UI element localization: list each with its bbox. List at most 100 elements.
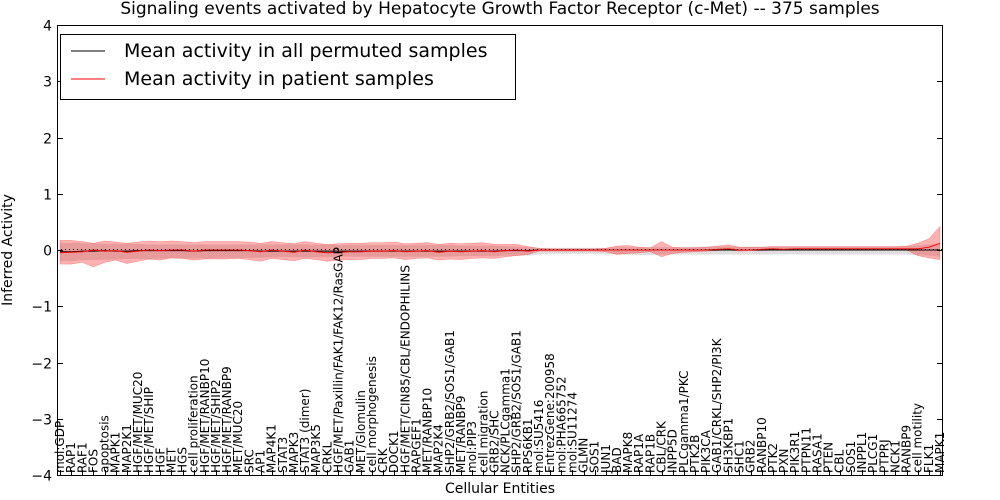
y-tick-label: −2 [31,357,52,373]
x-tick-label: HGF/MET/SHIP [142,387,156,473]
y-tick-label: 0 [43,244,52,260]
x-tick-label: RANBP10 [755,417,769,473]
x-tick-label: SH3KBP1 [721,418,735,473]
x-tick-label: AP1 [254,450,268,473]
x-tick-label: mol:SU5416 [532,400,546,473]
x-tick-label: CBL/CRK [655,420,669,473]
x-tick-label: SRC [242,449,256,473]
x-tick-label: FLK1 [922,444,936,473]
x-tick-label: HGF/MET/RANBP10 [198,359,212,473]
x-tick-label: cell proliferation [187,375,201,473]
x-tick-label: MAP4K1 [265,424,279,473]
y-tick-label: 4 [43,19,52,35]
y-tick-label: −1 [31,300,52,316]
band-patient [59,225,941,268]
x-tick-label: PLCgamma1/PKC [677,370,691,473]
x-tick-label: RAP1 [64,442,78,473]
x-tick-label: GAB1 [343,440,357,473]
x-tick-label: STAT3 [276,437,290,473]
x-tick-label: PIK3R1 [788,431,802,473]
x-tick-label: GRB2/SHC [487,410,501,473]
x-tick-label: HGF/MET/CIN85/CBL/ENDOPHILINS [398,265,412,473]
x-tick-label: SHP2/GRB2/SOS1/GAB1 [443,330,457,473]
x-tick-label: EntrezGene:200958 [543,353,557,473]
x-tick-label: SOS1 [844,441,858,473]
x-tick-label: cell migration [476,391,490,473]
x-tick-label: mol:PIP3 [465,421,479,473]
confidence-bands [59,225,941,268]
series-line-patient [59,242,941,254]
x-tick-label: mol:PHA665752 [554,376,568,473]
x-tick-label: PTPN11 [799,427,813,473]
x-tick-label: cell motility [911,403,925,473]
x-tick-label: MET [164,447,178,473]
x-tick-label: PIK3CA [699,429,713,473]
x-tick-label: RAPGEF1 [410,418,424,473]
x-tick-label: HGS [176,447,190,473]
x-tick-label: HGF/MET/MUC20 [131,372,145,473]
x-tick-label: mol:GDP [53,421,67,473]
legend-label-permuted: Mean activity in all permuted samples [124,40,487,62]
x-tick-label: cell morphogenesis [365,356,379,473]
x-tick-label: MET/Glomulin [354,390,368,473]
x-tick-label: NCK/PLCgamma1 [499,368,513,473]
y-tick-label: 1 [43,188,52,204]
x-tick-label: RAP1A [632,433,646,473]
y-tick-label: −4 [31,469,52,485]
x-tick-label: CRK [376,447,390,473]
x-tick-label: GRB2 [744,439,758,473]
x-tick-label: GAB1/CRKL/SHP2/PI3K [710,337,724,473]
x-tick-label: JUN1 [599,444,613,474]
x-tick-label: HGF/MET/Paxillin/FAK1/FAK12/RasGAP [332,247,346,473]
x-tick-label: CRKL [320,441,334,473]
x-tick-label: HGF [153,448,167,473]
chart-title: Signaling events activated by Hepatocyte… [120,0,879,19]
x-axis-label: Cellular Entities [445,481,555,497]
x-tick-label: PXN [777,449,791,473]
x-tick-label: MAP2K4 [432,424,446,473]
x-tick-label: SOS1 [588,441,602,473]
x-tick-label: MAPK3 [287,432,301,473]
x-tick-label: RAP1B [643,434,657,473]
x-tick-label: MET/RANBP9 [454,396,468,473]
y-tick-label: 3 [43,75,52,91]
x-tick-label: PLCG1 [866,434,880,473]
x-tick-label: RANBP9 [900,425,914,473]
x-tick-label: MAP2K1 [120,424,134,473]
x-tick-label: MAP3K5 [309,424,323,473]
x-tick-label: INPP5D [666,429,680,473]
x-tick-label: HGF/MET/RANBP9 [220,366,234,473]
x-tick-label: RAF1 [75,442,89,473]
x-tick-label: GLMN [577,438,591,473]
y-tick-label: 2 [43,132,52,148]
x-tick-label: mol:SU11274 [565,392,579,473]
x-tick-label: PTK2 [766,443,780,473]
x-tick-label: BAD [610,447,624,473]
x-tick-label: CBL [833,449,847,473]
x-tick-label: MAPK1 [933,432,947,473]
x-tick-label: PTPRJ [877,439,891,473]
x-tick-label: DOCK1 [387,430,401,473]
x-tick-label: MAPK8 [621,432,635,473]
x-tick-label: RASA1 [811,433,825,473]
x-tick-label: PTEN [822,442,836,473]
x-tick-label: HGF/MET/SHIP2 [209,379,223,473]
y-tick-label: −3 [31,413,52,429]
x-tick-label: FOS [86,449,100,473]
y-axis-label: Inferred Activity [0,194,16,306]
legend-frame [60,34,516,100]
legend-label-patient: Mean activity in patient samples [124,68,434,90]
x-tick-label: SHC1 [733,440,747,473]
y-axis: −4 −3 −2 −1 0 1 2 3 4 [31,19,943,485]
legend: Mean activity in all permuted samples Me… [60,34,516,100]
x-tick-label: MAPK1 [109,432,123,473]
band-permuted [60,242,940,262]
x-tick-label: STAT3 (dimer) [298,389,312,473]
x-tick-label: MET/RANBP10 [421,388,435,473]
x-tick-label: INPPL1 [855,432,869,473]
x-axis-labels: mol:GDPRAP1RAF1FOSapoptosisMAPK1MAP2K1HG… [53,247,947,475]
x-tick-label: apoptosis [98,415,112,473]
x-tick-label: PTK2B [688,435,702,473]
x-tick-label: RPS6KB1 [521,418,535,473]
